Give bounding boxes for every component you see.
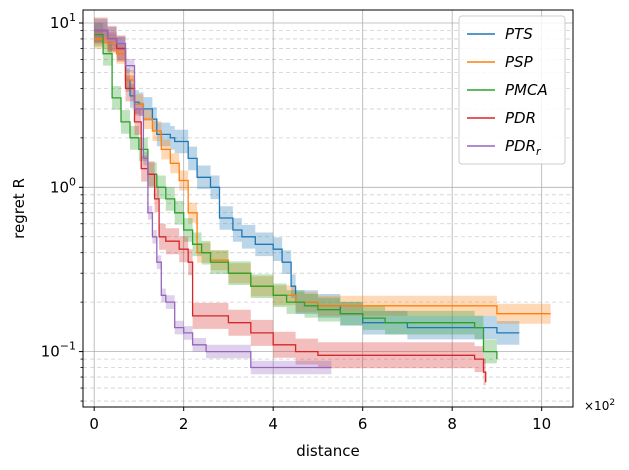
band-series-1: [94, 29, 551, 324]
y-tick-label: 10−1: [41, 340, 76, 361]
line-series-2: [94, 33, 498, 360]
x-tick-label: 0: [89, 415, 99, 433]
line-series-1: [94, 38, 551, 315]
legend-label: PMCA: [505, 81, 548, 99]
legend: PTS PSP PMCA PDR PDRr: [458, 15, 566, 165]
legend-label: PDR: [505, 109, 536, 127]
y-tick-label: 101: [50, 11, 76, 32]
plot-frame: [82, 9, 574, 408]
y-tick-label: 100: [50, 175, 76, 196]
legend-box: [458, 15, 566, 165]
band-series-3: [94, 17, 486, 396]
axis-ticks: 10−1 100 101 0 2 4 6 8 10: [41, 11, 552, 433]
x-axis-multiplier: ×102: [584, 398, 615, 413]
x-tick-label: 4: [268, 415, 278, 433]
x-axis-title: distance: [296, 442, 360, 460]
legend-label: PDRr: [505, 137, 542, 158]
x-tick-label: 8: [447, 415, 457, 433]
y-axis-title: regret R: [10, 178, 28, 239]
x-tick-label: 2: [179, 415, 189, 433]
line-series-4: [94, 29, 332, 369]
series-lines: [94, 29, 551, 383]
legend-label: PTS: [505, 25, 533, 43]
legend-label: PSP: [505, 53, 534, 71]
x-tick-label: 10: [532, 415, 551, 433]
x-tick-label: 6: [358, 415, 368, 433]
